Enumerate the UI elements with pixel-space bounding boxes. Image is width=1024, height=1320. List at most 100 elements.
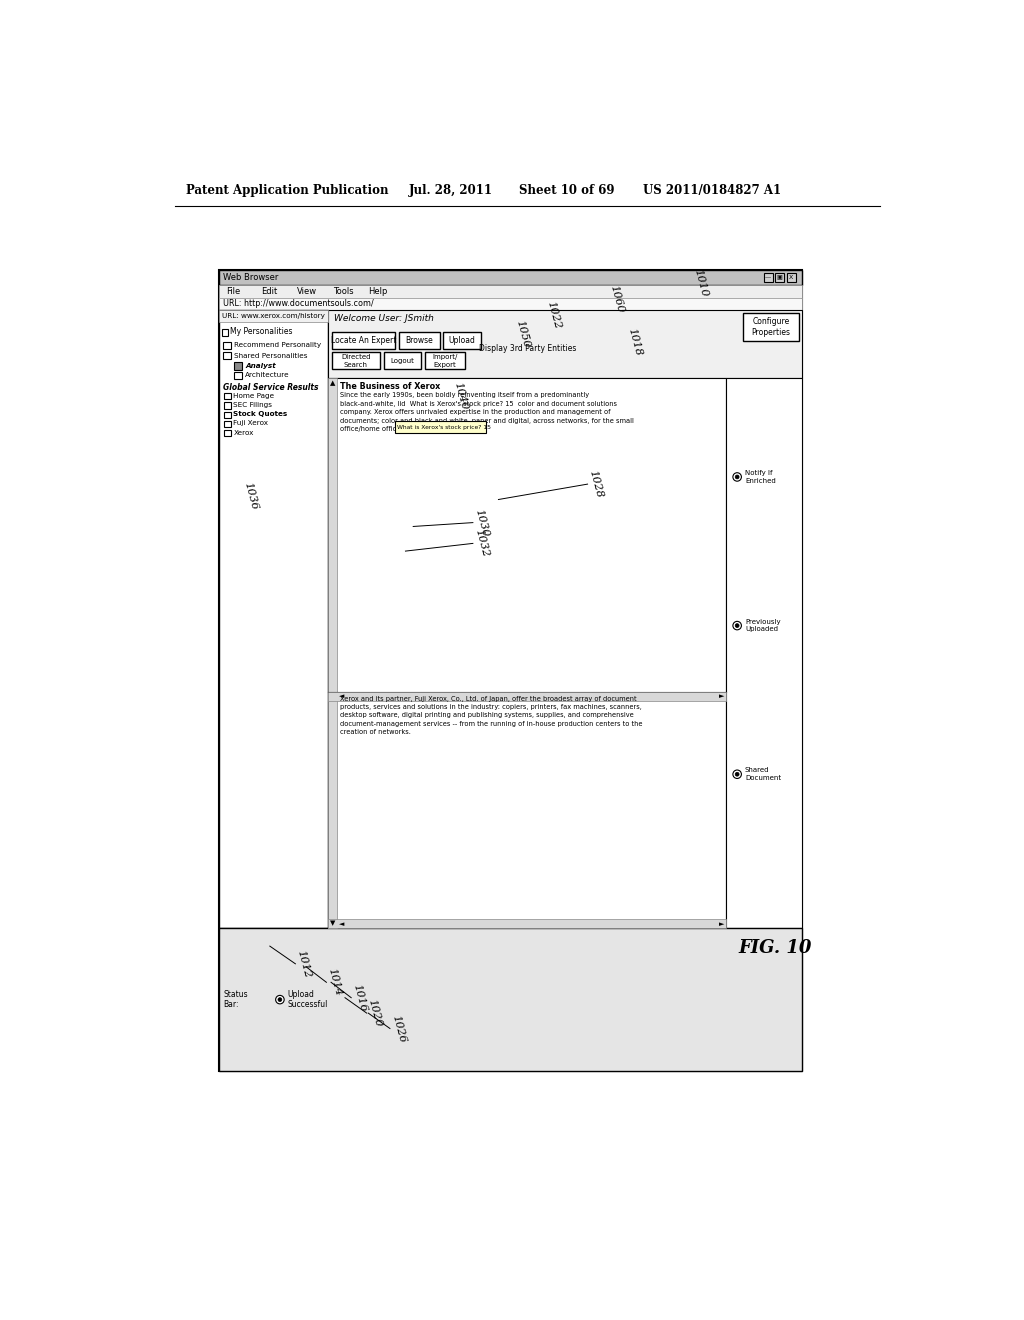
- Bar: [764, 273, 773, 282]
- Bar: [384, 352, 421, 370]
- Bar: [443, 331, 480, 348]
- Bar: [224, 421, 231, 428]
- Text: The Business of Xerox: The Business of Xerox: [340, 383, 440, 392]
- Text: What is Xerox's stock price? 15: What is Xerox's stock price? 15: [397, 425, 490, 429]
- Text: ▲: ▲: [330, 380, 335, 387]
- Bar: [219, 298, 802, 310]
- Text: Architecture: Architecture: [245, 372, 290, 378]
- Bar: [224, 403, 231, 409]
- Circle shape: [278, 998, 282, 1002]
- Text: desktop software, digital printing and publishing systems, supplies, and compreh: desktop software, digital printing and p…: [340, 713, 634, 718]
- Bar: [219, 271, 802, 1071]
- Text: 1028: 1028: [588, 469, 604, 499]
- Text: 1030: 1030: [473, 508, 489, 537]
- Text: ▼: ▼: [330, 920, 335, 927]
- Text: Patent Application Publication: Patent Application Publication: [186, 185, 389, 197]
- Bar: [219, 271, 802, 285]
- Text: 1032: 1032: [473, 528, 489, 558]
- Text: Welcome User: JSmith: Welcome User: JSmith: [334, 314, 434, 323]
- Text: Fuji Xerox: Fuji Xerox: [233, 420, 268, 426]
- Text: Logout: Logout: [390, 358, 415, 364]
- Bar: [224, 412, 231, 418]
- Bar: [219, 285, 802, 298]
- Bar: [224, 393, 231, 400]
- Text: Shared
Document: Shared Document: [744, 767, 781, 781]
- Bar: [219, 310, 328, 322]
- Text: ◄: ◄: [339, 693, 345, 700]
- Text: FIG. 10: FIG. 10: [738, 939, 812, 957]
- Text: black-and-white, lid  What is Xerox's stock price? 15  color and document soluti: black-and-white, lid What is Xerox's sto…: [340, 401, 617, 407]
- Text: ▣: ▣: [777, 276, 782, 280]
- Text: ◄: ◄: [339, 921, 345, 927]
- Circle shape: [735, 475, 739, 479]
- Text: Upload
Successful: Upload Successful: [288, 990, 328, 1010]
- Bar: [234, 363, 242, 370]
- Bar: [775, 273, 784, 282]
- Text: company. Xerox offers unrivaled expertise in the production and management of: company. Xerox offers unrivaled expertis…: [340, 409, 611, 416]
- Text: Global Service Results: Global Service Results: [222, 383, 318, 392]
- Circle shape: [735, 772, 739, 776]
- Bar: [399, 331, 439, 348]
- Bar: [223, 342, 231, 348]
- Bar: [328, 919, 726, 928]
- Text: 1014: 1014: [327, 968, 343, 998]
- Text: Shared Personalities: Shared Personalities: [234, 352, 307, 359]
- Text: ►: ►: [719, 921, 724, 927]
- Bar: [743, 313, 799, 341]
- Text: Since the early 1990s, been boldly reinventing itself from a predominantly: Since the early 1990s, been boldly reinv…: [340, 392, 590, 399]
- Bar: [328, 692, 726, 701]
- Bar: [332, 352, 380, 370]
- Circle shape: [733, 770, 741, 779]
- Text: Home Page: Home Page: [233, 392, 274, 399]
- Text: document-management services -- from the running of in-house production centers : document-management services -- from the…: [340, 721, 643, 727]
- Bar: [332, 331, 395, 348]
- Text: Previously
Uploaded: Previously Uploaded: [744, 619, 780, 632]
- Bar: [234, 372, 242, 379]
- Text: Tools: Tools: [333, 288, 353, 296]
- Text: Stock Quotes: Stock Quotes: [233, 411, 288, 417]
- Text: 1012: 1012: [295, 949, 312, 979]
- Text: —: —: [765, 276, 771, 280]
- Text: creation of networks.: creation of networks.: [340, 730, 412, 735]
- Text: SEC Filings: SEC Filings: [233, 401, 272, 408]
- Bar: [219, 310, 328, 928]
- Text: ►: ►: [719, 693, 724, 700]
- Text: 1036: 1036: [243, 480, 260, 511]
- Text: 1022: 1022: [545, 301, 562, 330]
- Text: office/home office or the global enterprise.: office/home office or the global enterpr…: [340, 426, 484, 433]
- Text: Notify If
Enriched: Notify If Enriched: [744, 470, 775, 483]
- Text: Directed
Search: Directed Search: [341, 354, 371, 368]
- Text: 1018: 1018: [627, 326, 643, 356]
- Text: US 2011/0184827 A1: US 2011/0184827 A1: [643, 185, 781, 197]
- Circle shape: [735, 623, 739, 627]
- Text: Configure
Properties: Configure Properties: [752, 317, 791, 337]
- Text: URL: www.xerox.com/history: URL: www.xerox.com/history: [222, 313, 325, 319]
- Text: Edit: Edit: [261, 288, 278, 296]
- Text: 1016: 1016: [351, 982, 369, 1012]
- Text: 1060: 1060: [608, 284, 626, 314]
- Circle shape: [733, 622, 741, 630]
- Text: 1026: 1026: [390, 1014, 407, 1044]
- Bar: [786, 273, 796, 282]
- Circle shape: [275, 995, 285, 1003]
- Circle shape: [733, 473, 741, 482]
- Bar: [394, 421, 486, 433]
- Text: Recommend Personality: Recommend Personality: [234, 342, 322, 347]
- Text: 1050: 1050: [514, 319, 531, 348]
- Text: URL: http://www.documentsouls.com/: URL: http://www.documentsouls.com/: [223, 300, 374, 309]
- Text: Upload: Upload: [449, 335, 475, 345]
- Text: File: File: [225, 288, 240, 296]
- Text: Jul. 28, 2011: Jul. 28, 2011: [409, 185, 493, 197]
- Text: Xerox: Xerox: [233, 429, 254, 436]
- Text: Import/
Export: Import/ Export: [432, 354, 458, 368]
- Bar: [219, 928, 802, 1071]
- Text: Sheet 10 of 69: Sheet 10 of 69: [519, 185, 614, 197]
- Bar: [425, 352, 465, 370]
- Text: View: View: [297, 288, 317, 296]
- Bar: [222, 330, 228, 335]
- Bar: [223, 352, 231, 359]
- Text: 1020: 1020: [367, 998, 384, 1028]
- Bar: [328, 310, 802, 378]
- Text: My Personalities: My Personalities: [230, 327, 293, 337]
- Text: X: X: [790, 276, 794, 280]
